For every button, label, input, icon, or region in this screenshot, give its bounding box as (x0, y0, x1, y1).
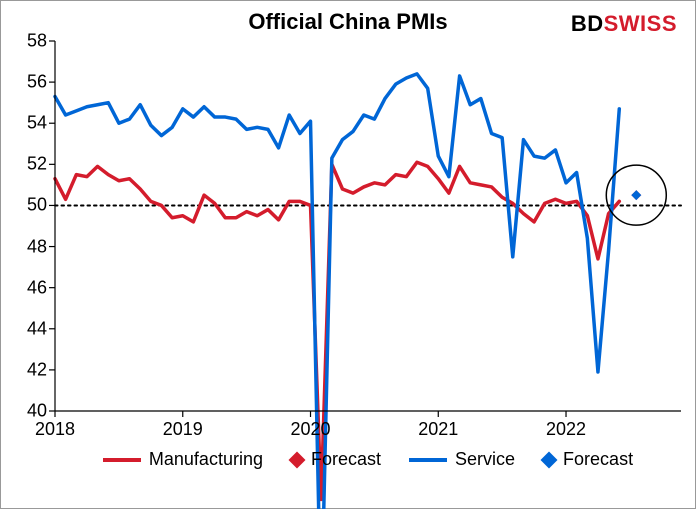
y-tick-label: 54 (27, 113, 55, 134)
x-tick-label: 2022 (546, 411, 586, 440)
y-tick-label: 46 (27, 277, 55, 298)
legend-label: Manufacturing (149, 449, 263, 470)
plot-area: 4042444648505254565820182019202020212022 (55, 41, 681, 411)
y-tick-label: 52 (27, 154, 55, 175)
x-tick-label: 2018 (35, 411, 75, 440)
x-tick-label: 2020 (290, 411, 330, 440)
x-tick-label: 2021 (418, 411, 458, 440)
plot-svg (55, 41, 681, 411)
svc_forecast-marker (631, 190, 641, 200)
y-tick-label: 56 (27, 72, 55, 93)
legend-item: Manufacturing (103, 449, 263, 470)
y-tick-label: 44 (27, 318, 55, 339)
x-tick-label: 2019 (163, 411, 203, 440)
chart-title: Official China PMIs (248, 9, 447, 35)
legend-label: Forecast (311, 449, 381, 470)
legend-item: Forecast (543, 449, 633, 470)
legend-swatch-line (103, 458, 141, 462)
logo: BDSWISS (571, 11, 677, 37)
y-tick-label: 58 (27, 31, 55, 52)
legend-item: Forecast (291, 449, 381, 470)
y-tick-label: 42 (27, 359, 55, 380)
service-line (55, 74, 619, 509)
legend-swatch-diamond (288, 451, 305, 468)
y-tick-label: 50 (27, 195, 55, 216)
legend-item: Service (409, 449, 515, 470)
legend: Manufacturing Forecast Service Forecast (81, 449, 655, 470)
legend-label: Service (455, 449, 515, 470)
chart-container: Official China PMIs BDSWISS 404244464850… (0, 0, 696, 509)
logo-bd: BD (571, 11, 604, 36)
legend-swatch-diamond (541, 451, 558, 468)
logo-swiss: SWISS (604, 11, 677, 36)
y-tick-label: 48 (27, 236, 55, 257)
legend-swatch-line (409, 458, 447, 462)
legend-label: Forecast (563, 449, 633, 470)
